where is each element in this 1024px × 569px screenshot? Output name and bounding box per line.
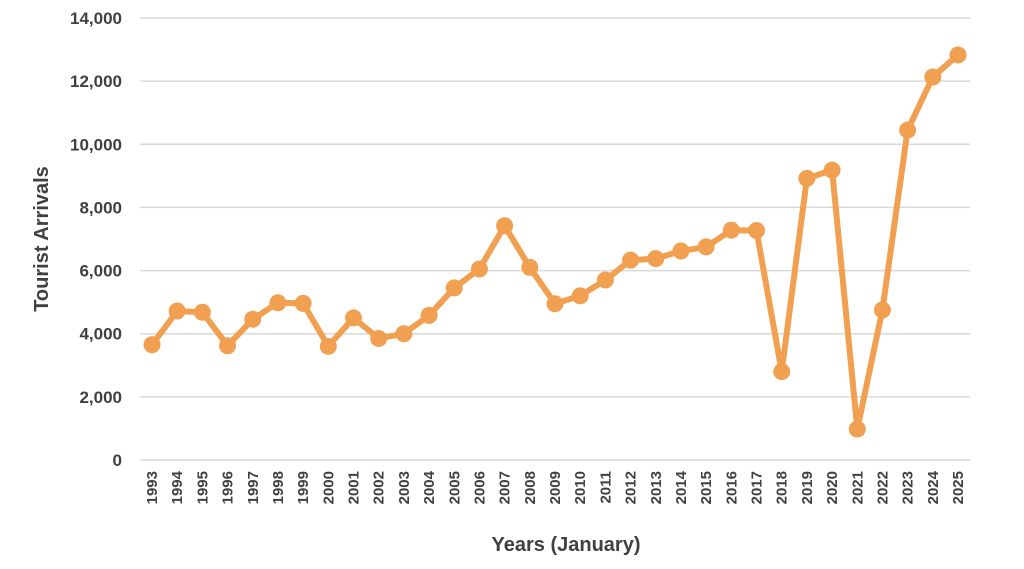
data-point xyxy=(370,329,388,347)
x-tick-label: 1998 xyxy=(270,471,287,504)
x-tick-label: 2000 xyxy=(320,471,337,504)
data-point xyxy=(773,363,791,381)
data-point xyxy=(395,325,413,343)
x-tick-label: 2017 xyxy=(749,471,766,504)
x-tick-label: 2009 xyxy=(547,471,564,504)
data-point xyxy=(899,121,917,139)
data-point xyxy=(823,161,841,179)
data-point xyxy=(873,301,891,319)
x-tick-label: 2011 xyxy=(597,471,614,504)
x-tick-label: 2014 xyxy=(673,470,690,504)
x-tick-label: 2008 xyxy=(522,471,539,504)
x-tick-label: 2001 xyxy=(346,471,363,504)
data-point xyxy=(193,303,211,321)
data-point xyxy=(521,258,539,276)
x-tick-label: 2015 xyxy=(698,471,715,504)
x-tick-label: 2025 xyxy=(950,471,967,504)
y-axis-title: Tourist Arrivals xyxy=(31,166,53,312)
y-tick-label: 0 xyxy=(113,451,122,470)
data-point xyxy=(571,287,589,305)
x-tick-label: 2018 xyxy=(774,471,791,504)
x-axis-ticks: 1993 1994 1995 1996 1997 1998 1999 2000 2001 2002… xyxy=(144,470,967,504)
x-tick-label: 2019 xyxy=(799,471,816,504)
x-tick-label: 2023 xyxy=(900,471,917,504)
data-point xyxy=(622,251,640,269)
x-tick-label: 1997 xyxy=(245,471,262,504)
data-point xyxy=(672,242,690,260)
x-tick-label: 2004 xyxy=(421,470,438,504)
x-tick-label: 2024 xyxy=(925,470,942,504)
data-point xyxy=(546,295,564,313)
x-tick-label: 2010 xyxy=(572,471,589,504)
x-tick-label: 2020 xyxy=(824,471,841,504)
data-point xyxy=(345,309,362,327)
x-tick-label: 2016 xyxy=(723,471,740,504)
data-point xyxy=(748,221,765,239)
data-point xyxy=(294,294,312,312)
data-point xyxy=(269,294,287,312)
data-point xyxy=(848,420,866,438)
series-tourist-arrivals xyxy=(143,46,967,438)
data-point xyxy=(496,217,514,235)
y-tick-label: 2,000 xyxy=(79,388,122,407)
data-point xyxy=(697,238,715,256)
y-tick-label: 4,000 xyxy=(79,325,122,344)
data-point xyxy=(596,271,614,289)
y-tick-label: 14,000 xyxy=(70,9,122,28)
data-point xyxy=(219,337,237,355)
x-tick-label: 1994 xyxy=(169,470,186,504)
y-tick-label: 6,000 xyxy=(79,262,122,281)
series-line xyxy=(149,51,961,433)
data-point xyxy=(924,68,942,86)
x-tick-label: 2013 xyxy=(648,471,665,504)
y-tick-label: 12,000 xyxy=(70,72,122,91)
x-tick-label: 2012 xyxy=(623,471,640,504)
x-tick-label: 2022 xyxy=(874,471,891,504)
x-tick-label: 2021 xyxy=(849,471,866,504)
x-tick-label: 2006 xyxy=(471,471,488,504)
x-tick-label: 1996 xyxy=(220,471,237,504)
data-point xyxy=(143,336,161,354)
x-tick-label: 1993 xyxy=(144,471,161,504)
data-point xyxy=(470,260,488,278)
data-point xyxy=(722,221,740,239)
data-point xyxy=(445,279,463,297)
data-point xyxy=(244,310,262,328)
x-tick-label: 2003 xyxy=(396,471,413,504)
x-axis-title: Years (January) xyxy=(492,534,641,556)
data-point xyxy=(319,337,337,355)
data-point xyxy=(647,250,665,268)
x-tick-label: 1995 xyxy=(194,471,211,504)
data-point xyxy=(949,46,967,64)
y-tick-label: 8,000 xyxy=(79,198,122,217)
data-point xyxy=(798,169,816,187)
y-axis-ticks: 0 2,000 4,000 6,000 8,000 10,000 12,000 14,000 xyxy=(70,9,122,470)
gridlines xyxy=(140,17,970,461)
x-tick-label: 2005 xyxy=(446,471,463,504)
data-point xyxy=(420,306,438,324)
y-tick-label: 10,000 xyxy=(70,135,122,154)
data-point xyxy=(168,302,186,320)
x-tick-label: 2002 xyxy=(371,471,388,504)
x-tick-label: 1999 xyxy=(295,471,312,504)
x-tick-label: 2007 xyxy=(497,471,514,504)
